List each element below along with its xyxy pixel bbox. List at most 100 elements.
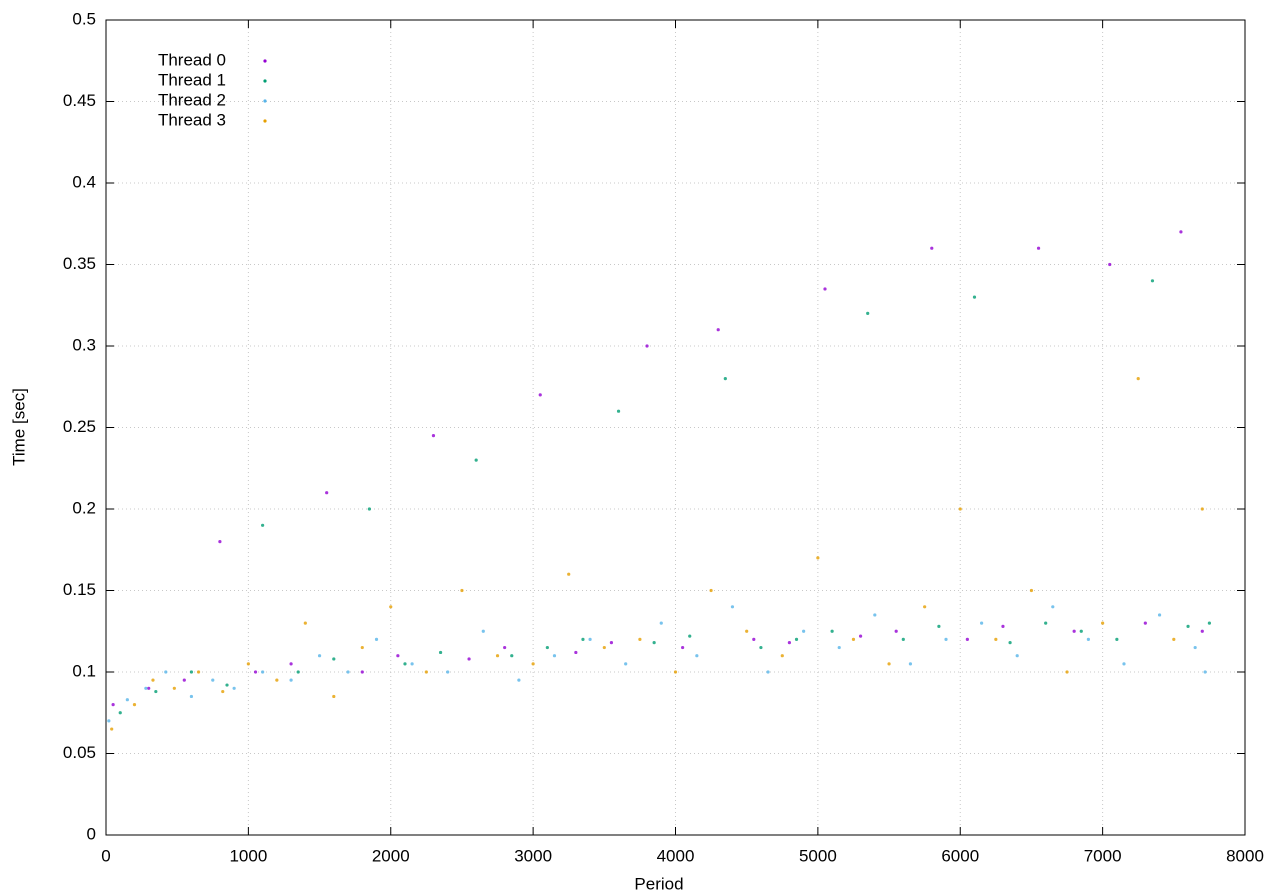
point	[695, 654, 699, 658]
point	[172, 686, 176, 690]
point	[164, 670, 168, 674]
point	[446, 670, 450, 674]
point	[503, 645, 507, 650]
point	[1200, 507, 1204, 511]
point	[908, 662, 913, 666]
point	[460, 588, 464, 593]
point	[730, 605, 735, 609]
point	[866, 311, 870, 315]
point	[923, 605, 927, 609]
point	[930, 246, 934, 250]
point	[830, 629, 834, 633]
point	[325, 491, 329, 495]
point	[581, 637, 585, 642]
point	[1044, 621, 1048, 625]
point	[1172, 637, 1176, 642]
point	[221, 689, 225, 694]
point	[858, 634, 863, 638]
plot-border	[105, 19, 1246, 836]
point	[837, 645, 841, 650]
point	[332, 657, 336, 661]
point	[823, 287, 827, 291]
point	[107, 719, 111, 723]
legend-label: Thread 2	[158, 90, 226, 109]
point	[360, 645, 364, 650]
point	[972, 295, 977, 299]
point	[994, 637, 998, 642]
point	[1015, 654, 1019, 658]
point	[1136, 377, 1140, 381]
y-tick-label: 0.25	[63, 417, 96, 436]
point	[151, 678, 155, 682]
point	[1200, 629, 1204, 633]
point	[681, 645, 685, 650]
point	[182, 678, 186, 682]
y-tick-label: 0	[87, 824, 96, 843]
point	[431, 434, 436, 438]
point	[759, 645, 763, 650]
point	[389, 605, 393, 609]
point	[1051, 605, 1055, 609]
point	[958, 507, 962, 511]
point	[567, 572, 571, 576]
x-tick-label: 3000	[514, 846, 552, 865]
point	[1086, 637, 1090, 642]
point	[752, 637, 756, 642]
point	[253, 670, 258, 674]
point	[189, 694, 194, 699]
point	[659, 621, 663, 625]
point	[887, 662, 891, 666]
point	[894, 629, 898, 633]
point	[289, 678, 293, 682]
point	[118, 711, 122, 715]
point	[965, 637, 969, 642]
point	[794, 637, 799, 642]
point	[1036, 246, 1041, 250]
point	[716, 328, 720, 332]
x-tick-label: 7000	[1084, 846, 1122, 865]
point	[1157, 613, 1162, 617]
legend-label: Thread 0	[158, 50, 226, 69]
point	[346, 670, 350, 674]
x-tick-label: 6000	[941, 846, 979, 865]
point	[403, 662, 407, 666]
point	[574, 650, 578, 655]
point	[937, 624, 941, 628]
y-tick-label: 0.15	[63, 580, 96, 599]
point	[816, 556, 820, 560]
point	[609, 641, 614, 645]
y-tick-label: 0.1	[72, 661, 96, 680]
point	[424, 670, 428, 674]
point	[367, 507, 371, 511]
point	[481, 629, 485, 633]
point	[652, 641, 656, 645]
y-tick-label: 0.4	[72, 172, 96, 191]
point	[211, 678, 215, 682]
point	[218, 540, 222, 544]
point	[1008, 641, 1012, 645]
x-tick-label: 5000	[799, 846, 837, 865]
point	[410, 662, 414, 666]
point	[787, 641, 792, 645]
point	[673, 670, 678, 674]
point	[1207, 621, 1212, 625]
point	[261, 670, 265, 674]
y-axis-label: Time [sec]	[9, 388, 28, 466]
x-axis-label: Period	[634, 874, 683, 893]
point	[467, 657, 471, 661]
point	[1186, 624, 1190, 628]
point	[645, 344, 649, 348]
point	[196, 670, 201, 674]
point	[1108, 262, 1112, 267]
point	[602, 645, 606, 650]
point	[438, 650, 443, 655]
point	[766, 670, 770, 674]
point	[616, 409, 621, 413]
point	[688, 634, 692, 638]
point	[246, 662, 250, 666]
point	[125, 698, 129, 702]
point	[495, 654, 500, 658]
point	[944, 637, 948, 642]
point	[552, 654, 557, 658]
